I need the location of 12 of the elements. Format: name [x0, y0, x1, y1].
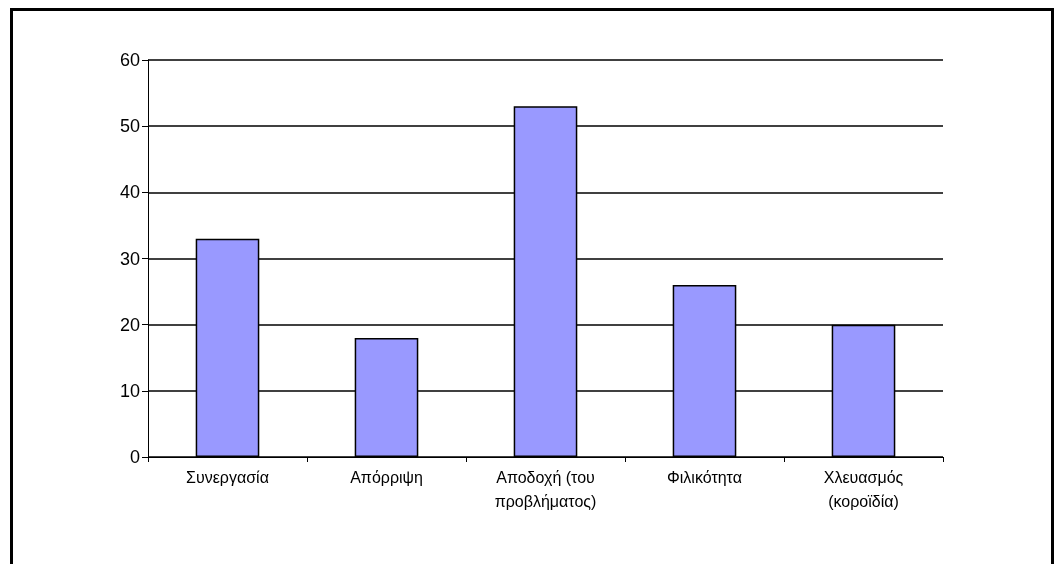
y-tick-label: 30 [119, 248, 140, 269]
y-tick-label: 0 [129, 447, 140, 467]
x-tick-label: Φιλικότητα [667, 468, 742, 486]
x-tick-label: Αποδοχή (του προβλήματος) [494, 468, 597, 510]
y-tick-label: 50 [119, 116, 140, 137]
x-tick-label: Χλευασμός (κοροϊδία) [823, 468, 904, 510]
y-tick-label: 40 [119, 182, 140, 203]
y-tick-label: 20 [119, 314, 140, 335]
x-tick-label: Απόρριψη [350, 468, 423, 486]
y-tick-label: 10 [119, 380, 140, 401]
y-tick-label: 60 [119, 50, 140, 70]
x-tick-label: Συνεργασία [186, 468, 269, 486]
